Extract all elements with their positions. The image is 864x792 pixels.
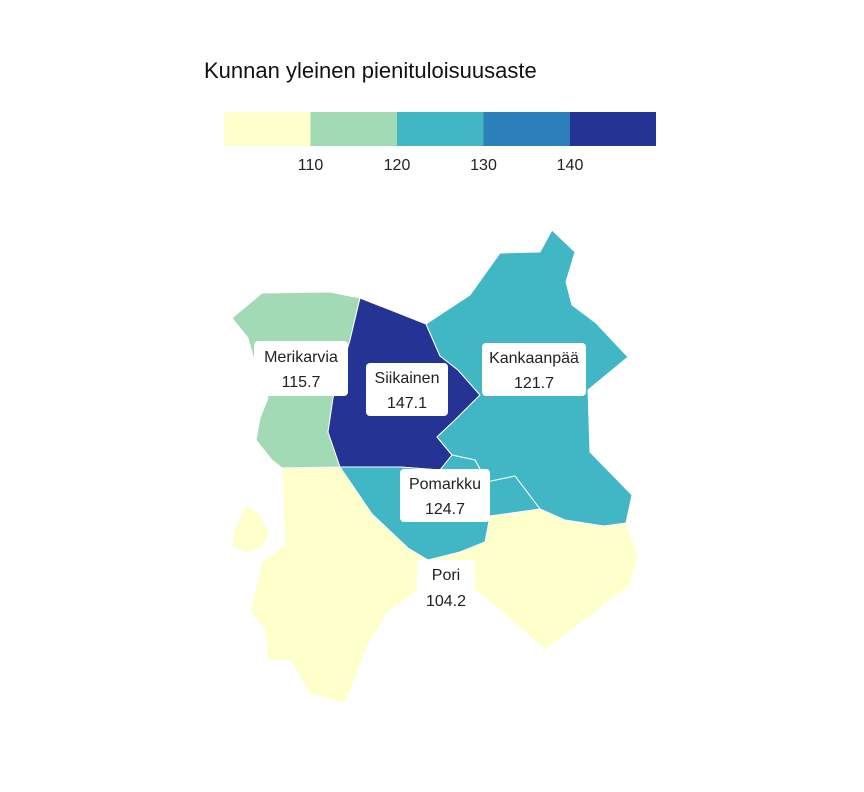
label-box — [417, 560, 475, 613]
label-value: 104.2 — [426, 593, 466, 610]
legend-title: Kunnan yleinen pienituloisuusaste — [204, 58, 537, 83]
legend-swatch-2 — [310, 112, 397, 146]
region-pori-island — [231, 504, 271, 554]
legend-tick-130: 130 — [470, 157, 497, 174]
labels: Merikarvia 115.7 Siikainen 147.1 Kankaan… — [254, 341, 586, 613]
label-box — [366, 363, 448, 416]
label-merikarvia: Merikarvia 115.7 — [254, 341, 348, 396]
label-value: 121.7 — [514, 375, 554, 392]
label-kankaanpaa: Kankaanpää 121.7 — [482, 343, 586, 396]
legend-swatch-4 — [483, 112, 570, 146]
label-value: 115.7 — [282, 374, 321, 391]
label-value: 124.7 — [425, 501, 465, 518]
label-pomarkku: Pomarkku 124.7 — [400, 469, 490, 522]
legend-tick-120: 120 — [384, 157, 411, 174]
label-value: 147.1 — [387, 395, 427, 412]
label-box — [400, 469, 490, 522]
legend-swatch-5 — [570, 112, 656, 146]
legend-swatch-3 — [397, 112, 484, 146]
label-siikainen: Siikainen 147.1 — [366, 363, 448, 416]
label-name: Pomarkku — [409, 476, 481, 493]
label-name: Merikarvia — [264, 349, 338, 366]
label-name: Pori — [432, 567, 460, 584]
label-box — [254, 341, 348, 396]
legend-tick-110: 110 — [298, 157, 324, 174]
label-box — [482, 343, 586, 396]
regions — [231, 229, 639, 704]
label-pori: Pori 104.2 — [417, 560, 475, 613]
legend-swatch-1 — [224, 112, 311, 146]
label-name: Kankaanpää — [489, 350, 579, 367]
legend: Kunnan yleinen pienituloisuusaste 110 12… — [204, 58, 656, 174]
legend-tick-140: 140 — [557, 157, 584, 174]
label-name: Siikainen — [375, 370, 440, 387]
